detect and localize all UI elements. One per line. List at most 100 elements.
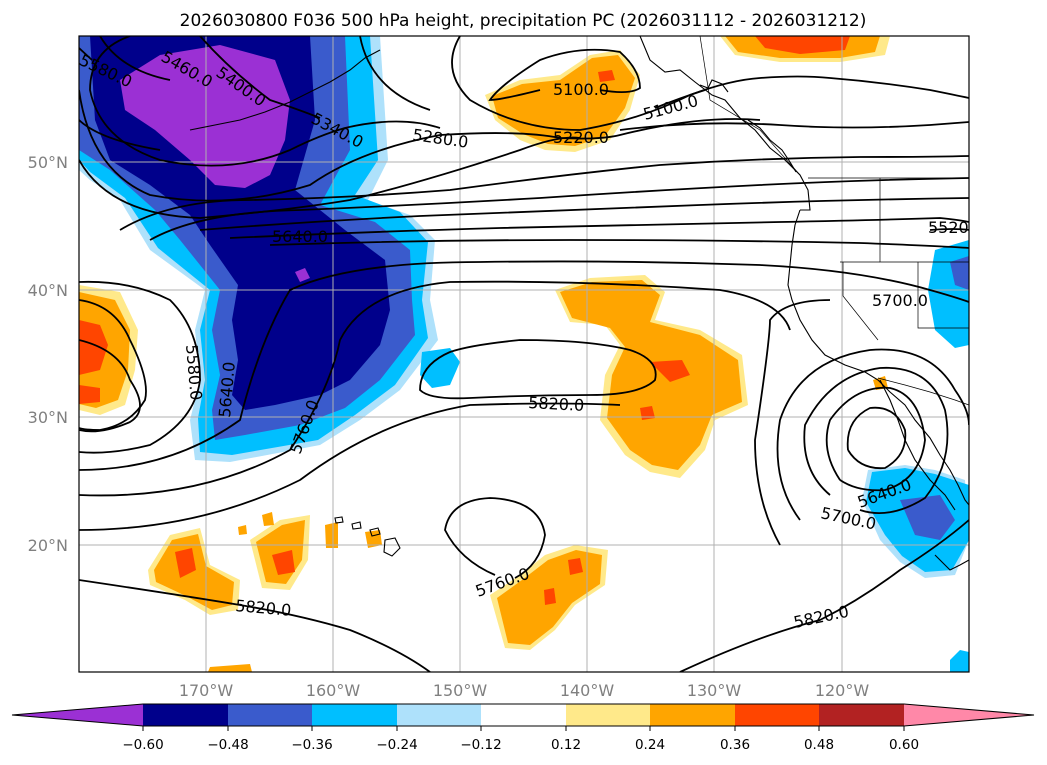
coast-hawaii-maui: [369, 527, 381, 537]
precip-neg-blob-mid: [420, 348, 460, 388]
contour-5580-se-ring: [846, 406, 907, 470]
colorbar-ticks: [142, 726, 905, 731]
figure-title: 2026030800 F036 500 hPa height, precipit…: [180, 11, 867, 31]
colorbar-tick-label: −0.24: [376, 737, 417, 753]
lat-tick-label: 40°N: [28, 281, 68, 300]
coast-se-alaska: [699, 79, 729, 93]
colorbar-segment: [481, 704, 566, 726]
lon-tick-label: 170°W: [179, 681, 234, 700]
contour-label: 5580.0: [182, 344, 206, 401]
precip-pos-sw3: [325, 522, 338, 548]
precip-neg-east-edge-blue: [950, 256, 969, 290]
precip-pos-sw1: [154, 534, 234, 610]
lat-tick-label: 30°N: [28, 408, 68, 427]
coast-bc-islands: [747, 119, 797, 173]
contour-label: 5100.0: [553, 80, 609, 99]
colorbar-segment: [143, 704, 228, 726]
contour-band-5: [149, 177, 969, 241]
map-frame: [78, 35, 970, 673]
contour-band-6: [199, 197, 969, 231]
precip-pos-south-red1: [568, 558, 583, 575]
contour-label: 5220.0: [553, 128, 609, 147]
colorbar-tick-label: 0.12: [551, 737, 581, 753]
contour-5160-loop: [451, 36, 969, 131]
precip-neg-purple-nw: [120, 45, 290, 188]
contour-5580-nw: [79, 47, 93, 61]
contour-label: 5520: [928, 218, 969, 237]
precip-pos-west-edge-red: [79, 320, 108, 375]
contour-5400: [199, 36, 321, 119]
border-state-3: [917, 262, 969, 329]
colorbar-segment: [12, 704, 143, 726]
coast-aleutians: [189, 49, 381, 131]
colorbar-segment: [904, 704, 1034, 726]
coast-mexico-south: [934, 554, 969, 571]
contour-5820-south: [79, 579, 431, 672]
contour-band-8: [269, 239, 969, 249]
contour-5100-ring: [488, 48, 641, 101]
colorbar-tick-label: 0.60: [889, 737, 919, 753]
contour-5580-inner: [79, 339, 141, 433]
map-panel: 5580.0 5460.0 5400.0 5340.0 5280.0 5220.…: [76, 35, 970, 673]
contour-label: 5820.0: [235, 596, 292, 620]
coast-hawaii-kauai: [334, 516, 344, 524]
precip-pos-sw6: [208, 664, 252, 672]
contour-band-1: [619, 121, 969, 131]
contour-band-2: [359, 36, 431, 111]
coast-hawaii-oahu: [351, 521, 362, 530]
contour-label: 5640.0: [272, 227, 328, 246]
lon-tick-label: 130°W: [687, 681, 742, 700]
contour-5460: [99, 36, 171, 81]
contour-5700-se-ring: [803, 366, 949, 515]
colorbar-tick-label: −0.60: [122, 737, 163, 753]
contour-label: 5640.0: [215, 361, 239, 418]
contour-5820-se-ring: [754, 299, 831, 546]
precip-neg-blue-se: [900, 495, 955, 540]
colorbar: −0.60 −0.48 −0.36 −0.24 −0.12 0.12 0.24 …: [11, 703, 1035, 753]
contour-5820-east: [679, 519, 969, 672]
precip-neg-purple-small: [295, 268, 310, 282]
lon-tick-label: 160°W: [306, 681, 361, 700]
contour-5700-main: [79, 260, 969, 471]
colorbar-segment: [397, 704, 481, 726]
colorbar-tick-label: −0.12: [460, 737, 501, 753]
precip-pos-top-red: [755, 36, 850, 54]
precip-pos-south-red2: [544, 588, 556, 605]
lat-tick-label: 50°N: [28, 153, 68, 172]
longitude-labels: 170°W 160°W 150°W 140°W 130°W 120°W: [179, 681, 870, 700]
precip-pos-central: [560, 280, 742, 470]
border-alaska-canada: [699, 36, 801, 176]
coast-baja: [879, 379, 956, 511]
border-state-4: [842, 262, 879, 341]
contour-5280: [79, 89, 761, 202]
lon-tick-label: 120°W: [815, 681, 870, 700]
colorbar-labels: −0.60 −0.48 −0.36 −0.24 −0.12 0.12 0.24 …: [122, 737, 919, 753]
precip-pos-west-edge-red2: [79, 385, 100, 404]
precip-neg-se-corner: [950, 650, 969, 672]
latitude-labels: 50°N 40°N 30°N 20°N: [28, 153, 68, 555]
contour-5640-main: [79, 280, 201, 454]
contour-band-4: [119, 155, 969, 231]
contour-5520-east: [929, 228, 969, 231]
contour-5640-se-ring: [825, 386, 926, 492]
colorbar-tick-label: 0.36: [720, 737, 750, 753]
contour-band-7: [229, 217, 969, 239]
lat-tick-label: 20°N: [28, 536, 68, 555]
colorbar-segment: [819, 704, 904, 726]
coast-hawaii-big: [383, 537, 401, 557]
colorbar-segment: [650, 704, 735, 726]
height-contours: [79, 36, 969, 672]
precip-pos-central-red1: [650, 360, 690, 382]
contour-band-3: [79, 119, 161, 151]
contour-label: 5820.0: [528, 393, 585, 415]
precipitation-shading: [79, 36, 969, 672]
colorbar-segment: [566, 704, 650, 726]
colorbar-tick-label: −0.36: [291, 737, 332, 753]
colorbar-tick-label: 0.24: [635, 737, 665, 753]
border-us-mexico: [877, 377, 969, 406]
lon-tick-label: 150°W: [433, 681, 488, 700]
precip-pos-sw2-red: [272, 550, 295, 575]
contour-5760-se-ring: [776, 348, 969, 521]
precip-pos-sw5: [238, 525, 247, 535]
